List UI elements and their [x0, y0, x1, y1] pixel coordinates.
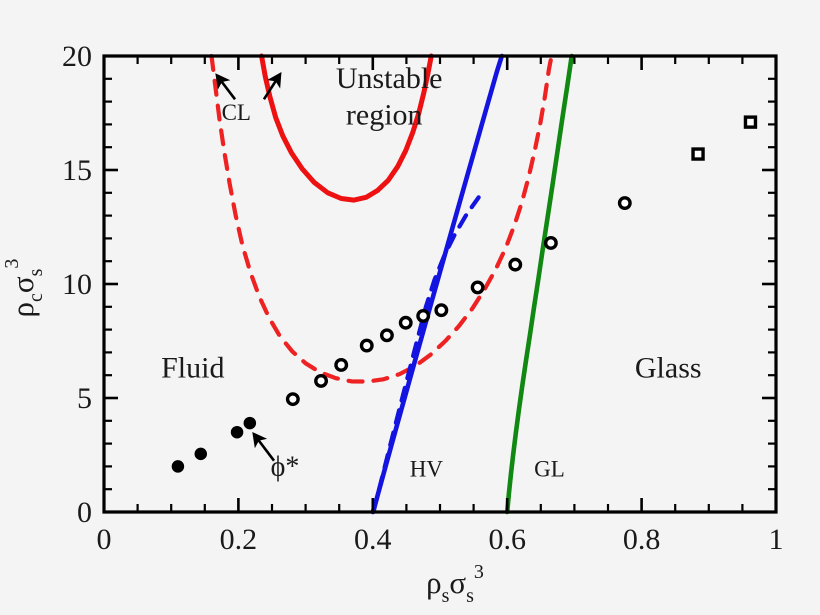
y-tick-label: 10	[62, 268, 92, 301]
fluid-region-label: Fluid	[161, 351, 224, 384]
open-circles-transition-marker	[470, 280, 485, 295]
marker-layer	[171, 115, 758, 473]
open-circles-transition-marker	[334, 357, 349, 372]
y-tick-label: 20	[62, 40, 92, 73]
filled-circles-phi-star-marker	[243, 416, 257, 430]
y-tick-label: 0	[77, 496, 92, 529]
open-circles-transition-marker	[543, 236, 558, 250]
unstable-region-label-line2: region	[346, 98, 423, 131]
open-squares-marker	[743, 115, 758, 129]
x-tick-label: 0.8	[623, 523, 661, 556]
open-circles-transition-marker	[416, 308, 431, 323]
filled-circles-phi-star-marker	[230, 425, 244, 439]
critical-line-dashed	[209, 53, 554, 384]
open-circles-transition-marker	[398, 315, 413, 330]
open-circles-transition-marker	[379, 328, 394, 343]
unstable-region-label-line1: Unstable	[336, 62, 443, 95]
curve-layer	[209, 53, 575, 515]
x-axis-title: ρsσs3	[426, 561, 484, 607]
x-tick-label: 0.4	[354, 523, 392, 556]
filled-circles-phi-star-marker	[171, 460, 185, 473]
glass-region-label: Glass	[635, 351, 702, 384]
phi-star-arrow	[252, 431, 276, 462]
hv-curve-label: HV	[410, 457, 444, 482]
open-circles-transition-marker	[359, 338, 374, 353]
open-circles-transition-marker	[434, 303, 449, 318]
x-tick-label: 1	[769, 523, 784, 556]
gl-curve-label: GL	[534, 457, 565, 482]
hv-glass-line-dashed	[371, 195, 481, 515]
x-tick-label: 0.2	[220, 523, 258, 556]
open-circles-transition-marker	[314, 373, 329, 388]
open-circles-transition-marker	[617, 196, 632, 211]
tick-layer	[102, 54, 778, 514]
y-tick-label: 15	[62, 154, 92, 187]
y-axis-title: ρcσs3	[1, 259, 47, 318]
cl-arrow-to-dashed	[215, 73, 237, 101]
open-squares-marker	[691, 147, 705, 161]
cl-curve-label: CL	[222, 100, 251, 125]
open-circles-transition-marker	[508, 257, 523, 272]
filled-circles-phi-star-marker	[194, 447, 208, 461]
open-circles-transition-marker	[285, 392, 300, 407]
cl-arrow-to-solid	[262, 72, 282, 101]
phi-star-annotation: ϕ*	[271, 452, 300, 483]
x-tick-label: 0.6	[488, 523, 526, 556]
spinodal-solid	[259, 53, 434, 203]
y-tick-label: 5	[77, 382, 92, 415]
x-tick-label: 0	[97, 523, 112, 556]
gl-glass-line	[504, 53, 575, 515]
